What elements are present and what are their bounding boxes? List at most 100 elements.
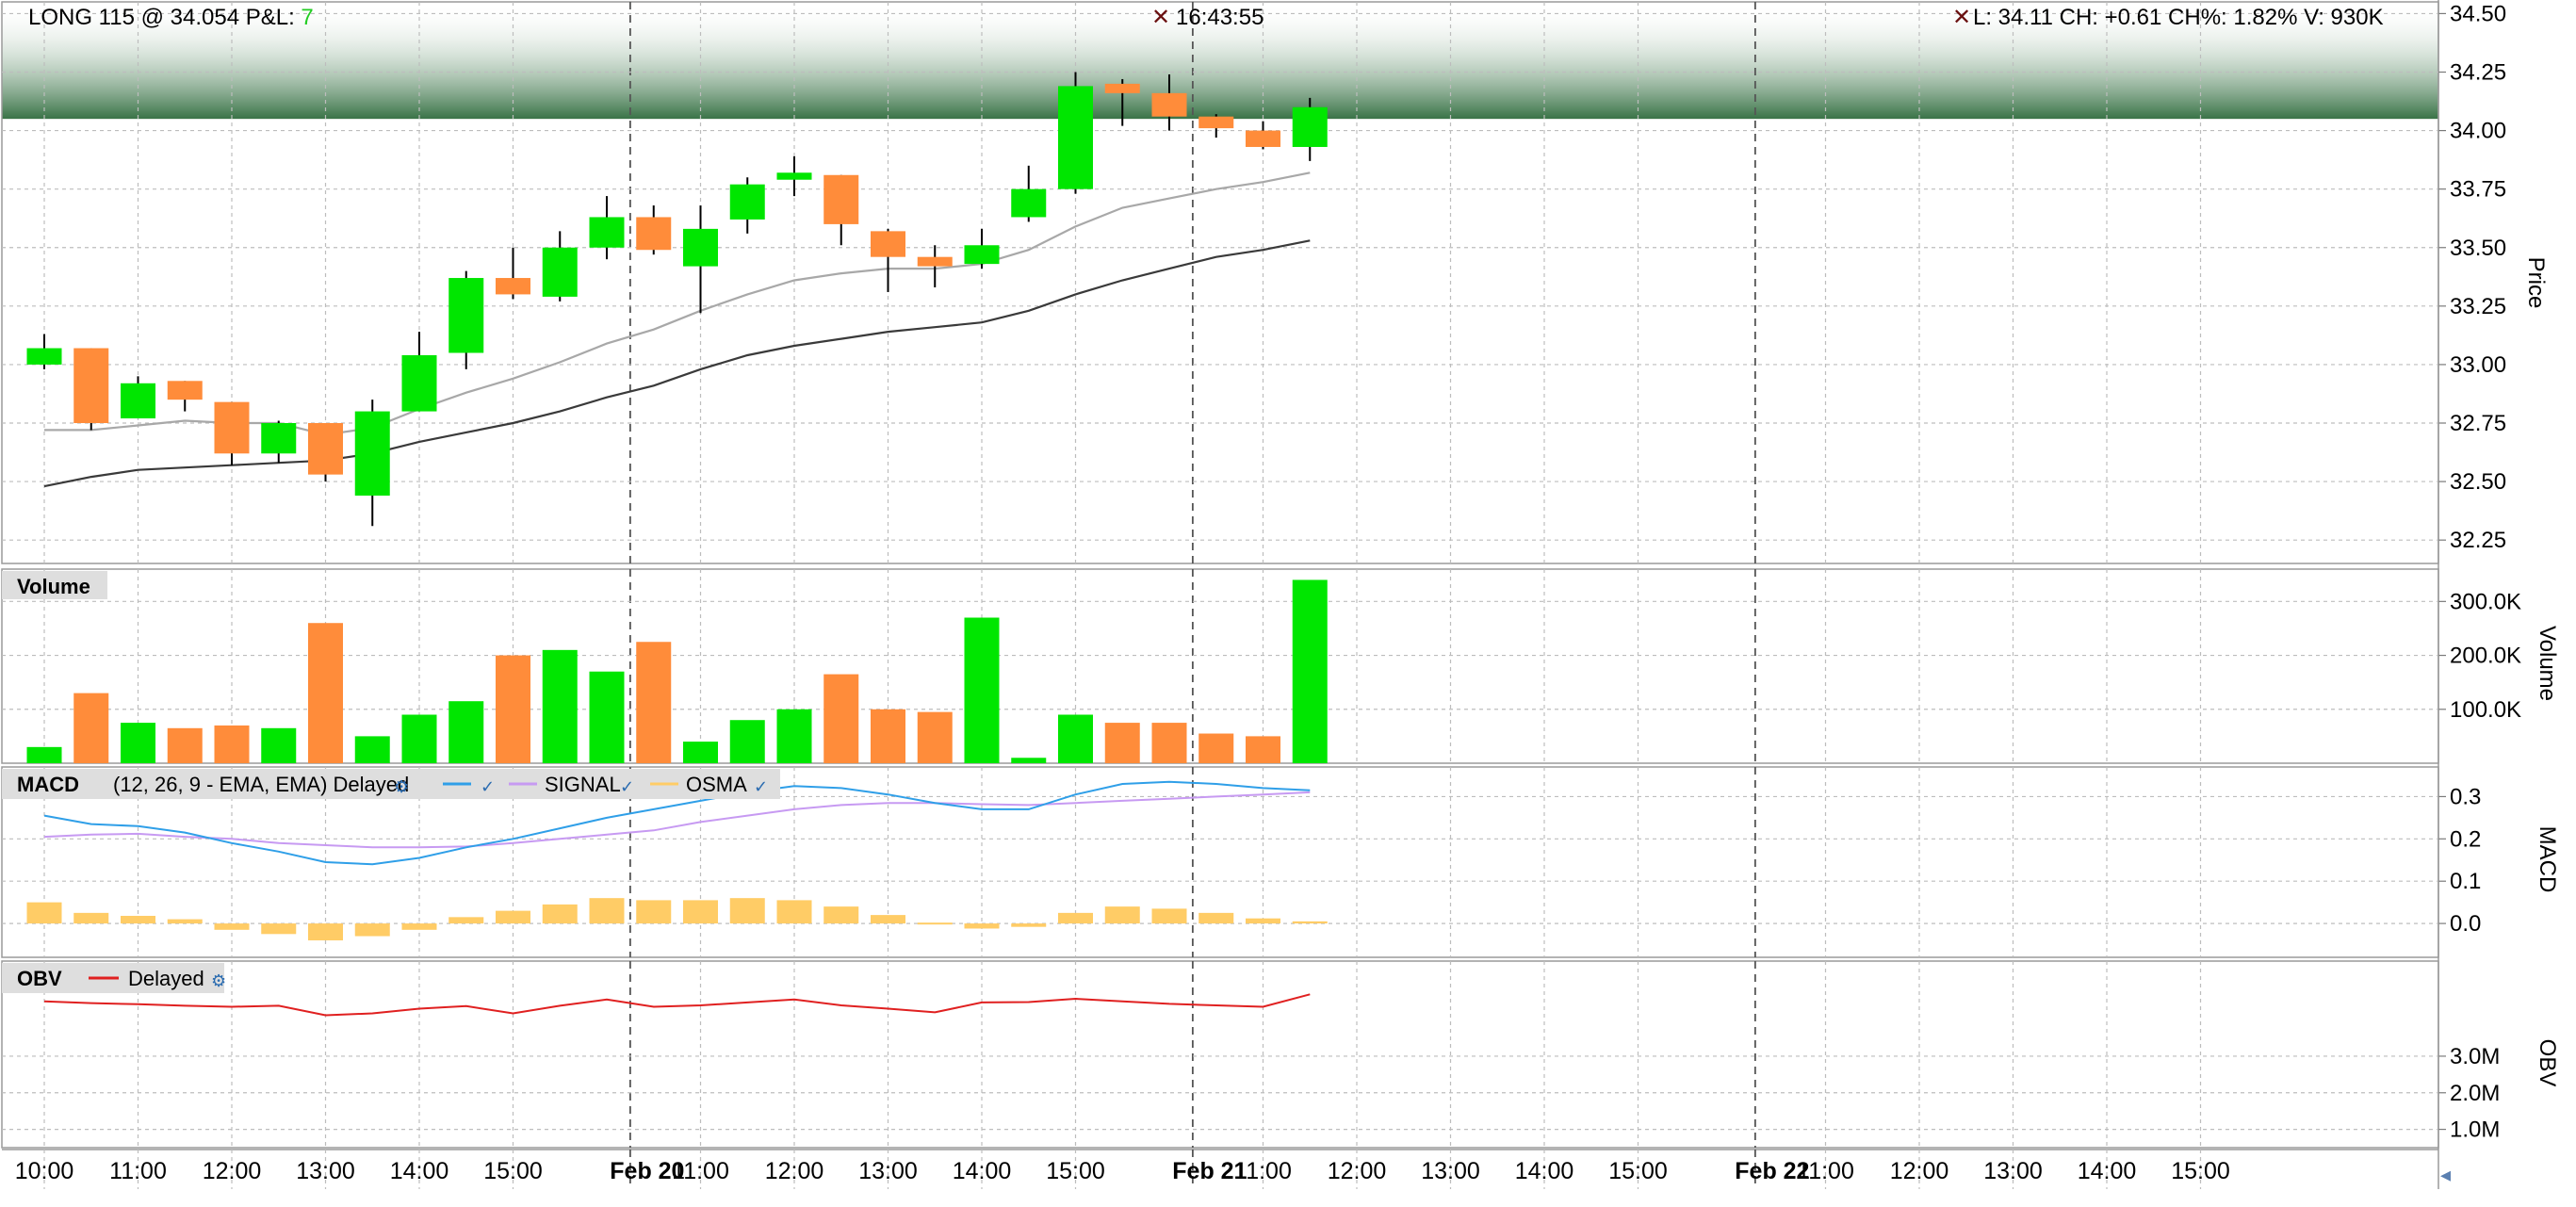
osma-bar	[729, 898, 765, 924]
candle-body	[589, 217, 625, 248]
volume-bar	[73, 693, 109, 763]
candle	[729, 177, 765, 234]
candle	[542, 231, 578, 302]
candle	[496, 247, 530, 300]
osma-bar	[261, 923, 297, 935]
x-tick-label: 12:00	[1328, 1158, 1387, 1184]
candle-body	[214, 401, 250, 454]
volume-title-badge: Volume	[2, 571, 107, 599]
candle-body	[823, 174, 859, 224]
candle	[823, 174, 859, 246]
volume-bar	[542, 649, 578, 763]
volume-bar	[776, 709, 812, 763]
candle-body	[26, 348, 62, 365]
candle	[354, 400, 390, 527]
osma-check-icon[interactable]: ✓	[754, 777, 768, 796]
volume-axis-label: Volume	[2535, 626, 2560, 701]
osma-bar	[308, 923, 343, 941]
time-readout: 16:43:55	[1176, 5, 1264, 30]
macd-check-icon[interactable]: ✓	[481, 777, 495, 796]
x-tick-label: 15:00	[1046, 1158, 1105, 1184]
x-tick-label: 14:00	[953, 1158, 1012, 1184]
osma-bar	[1058, 912, 1093, 924]
macd-settings-icon[interactable]: ⚙	[394, 777, 409, 796]
osma-bar	[1104, 906, 1140, 924]
price-tick-label: 33.75	[2450, 177, 2506, 203]
candle-body	[167, 381, 203, 400]
osma-bar	[401, 923, 437, 930]
obv-settings-icon[interactable]: ⚙	[211, 971, 226, 990]
volume-bar	[167, 727, 203, 763]
price-tick-label: 33.50	[2450, 236, 2506, 261]
volume-bar	[964, 617, 1000, 763]
volume-bar	[917, 711, 953, 763]
x-tick-label: 13:00	[1983, 1158, 2043, 1184]
x-tick-label: 13:00	[858, 1158, 918, 1184]
candle-body	[917, 256, 953, 267]
signal-legend-label: SIGNAL	[545, 773, 621, 796]
x-tick-label: 10:00	[15, 1158, 74, 1184]
quote-close-icon[interactable]: ✕	[1952, 5, 1971, 30]
candle	[1011, 165, 1047, 222]
candle-body	[496, 278, 530, 295]
volume-bar	[496, 655, 530, 763]
candle	[636, 205, 672, 255]
x-tick-label: 12:00	[203, 1158, 262, 1184]
x-tick-label: 14:00	[1515, 1158, 1574, 1184]
candle-body	[1246, 130, 1280, 147]
candle	[683, 205, 718, 314]
candle	[776, 155, 812, 197]
candle	[1292, 97, 1328, 161]
osma-bar	[1011, 923, 1047, 927]
x-tick-label: 15:00	[483, 1158, 543, 1184]
volume-bar	[589, 671, 625, 763]
mark-layer	[26, 72, 1328, 1017]
x-tick-label: 11:00	[672, 1158, 729, 1184]
x-tick-label: 15:00	[1608, 1158, 1668, 1184]
macd-line	[43, 780, 1311, 866]
signal-check-icon[interactable]: ✓	[620, 777, 634, 796]
osma-bar	[636, 900, 672, 924]
osma-bar	[917, 922, 953, 925]
candle-body	[261, 423, 297, 454]
volume-bar	[214, 725, 250, 763]
x-tick-label: 15:00	[2171, 1158, 2230, 1184]
x-tick-label: Feb 22	[1735, 1158, 1809, 1184]
x-tick-label: 13:00	[1421, 1158, 1480, 1184]
candle-body	[542, 247, 578, 297]
candle	[214, 401, 250, 465]
volume-bar	[26, 746, 62, 763]
price-tick-label: 33.00	[2450, 352, 2506, 378]
position-band	[2, 2, 2438, 120]
candle-body	[1292, 106, 1328, 147]
price-tick-label: 34.00	[2450, 119, 2506, 144]
time-close-icon[interactable]: ✕	[1151, 5, 1170, 30]
osma-bar	[683, 900, 718, 924]
obv-legend-label: Delayed	[128, 967, 204, 990]
candle	[1151, 73, 1187, 131]
candle-body	[1151, 92, 1187, 117]
obv-legend-bar: OBV Delayed ⚙	[2, 963, 226, 993]
position-band-layer	[2, 2, 2438, 120]
candle	[26, 334, 62, 369]
x-tick-label: 12:00	[765, 1158, 824, 1184]
x-tick-label: Feb 21	[1172, 1158, 1247, 1184]
candle-body	[73, 348, 109, 423]
obv-tick-label: 2.0M	[2450, 1081, 2500, 1106]
macd-tick-label: 0.3	[2450, 784, 2481, 809]
candle	[1104, 78, 1140, 126]
scroll-left-icon[interactable]: ◂	[2440, 1163, 2451, 1186]
macd-tick-label: 0.2	[2450, 826, 2481, 852]
volume-bar	[1011, 758, 1047, 763]
candle-body	[1104, 83, 1140, 93]
volume-bar	[683, 742, 718, 763]
osma-bar	[964, 923, 1000, 929]
macd-title: MACD	[17, 773, 79, 796]
volume-bar	[1292, 579, 1328, 763]
candle-body	[871, 231, 905, 257]
osma-bar	[823, 906, 859, 924]
osma-bar	[354, 923, 390, 937]
osma-bar	[448, 917, 484, 924]
candle	[308, 423, 343, 482]
